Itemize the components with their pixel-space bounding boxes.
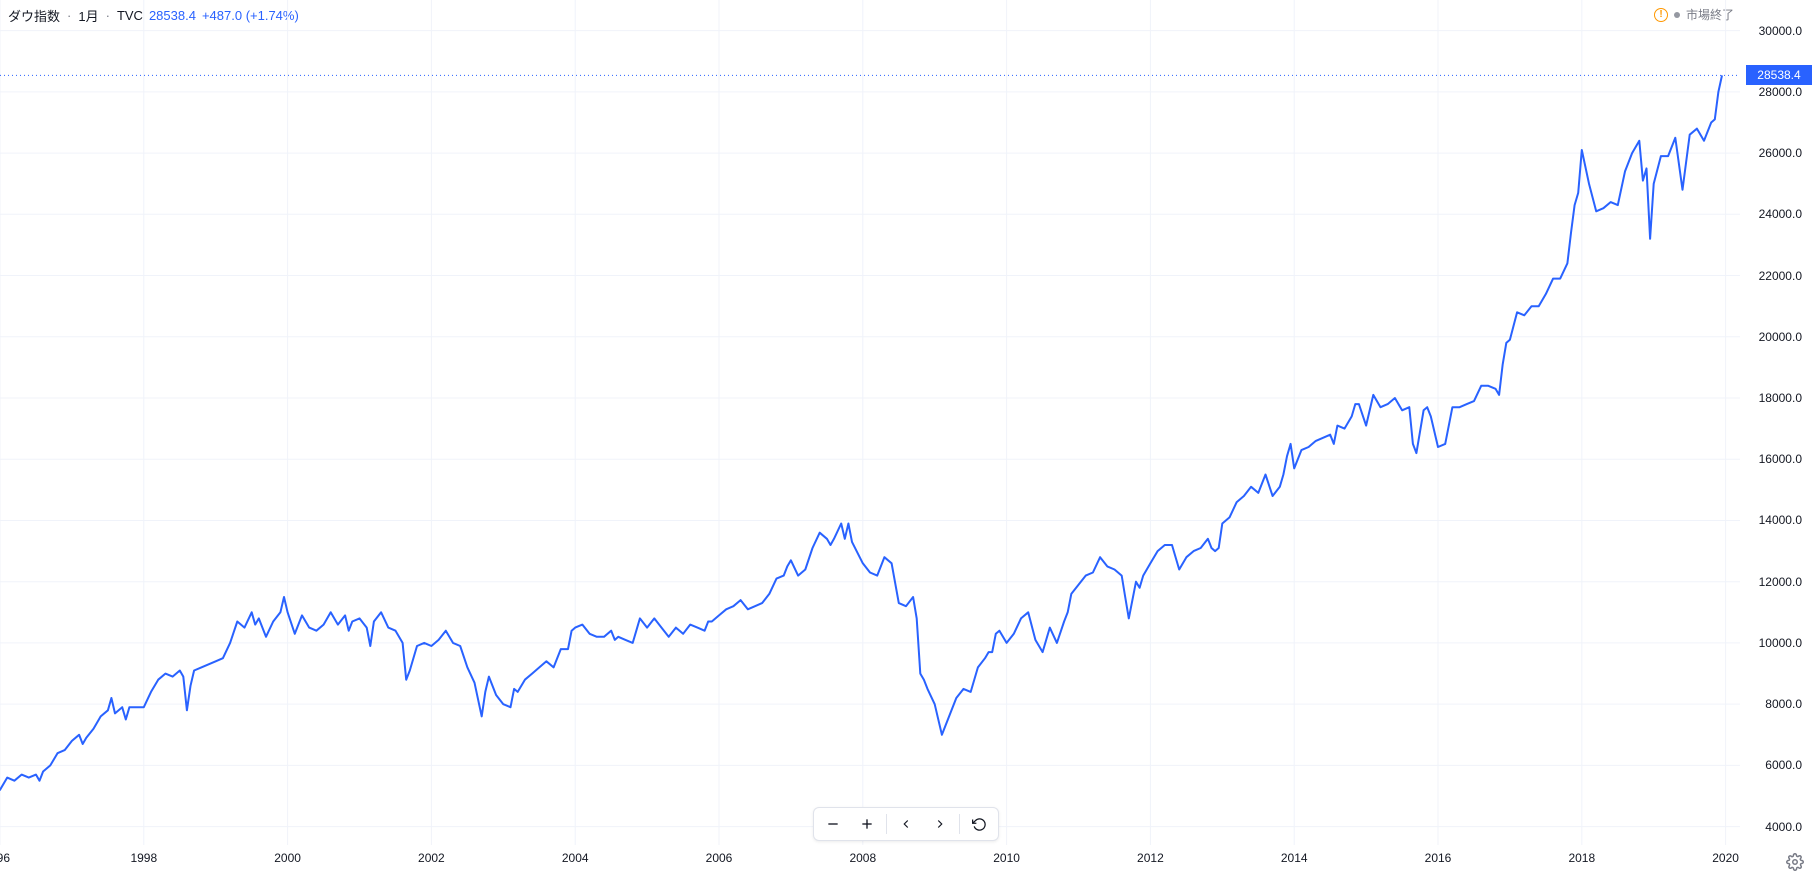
reset-button[interactable] — [962, 810, 996, 838]
x-tick-label: 1998 — [130, 851, 157, 865]
x-tick-label: 996 — [0, 851, 10, 865]
x-tick-label: 2012 — [1137, 851, 1164, 865]
x-tick-label: 2006 — [706, 851, 733, 865]
y-tick-label: 8000.0 — [1765, 697, 1802, 711]
scroll-left-button[interactable] — [889, 810, 923, 838]
x-tick-label: 2000 — [274, 851, 301, 865]
current-price-label: 28538.4 — [1746, 65, 1812, 85]
y-tick-label: 18000.0 — [1759, 391, 1802, 405]
y-tick-label: 10000.0 — [1759, 636, 1802, 650]
y-tick-label: 6000.0 — [1765, 758, 1802, 772]
scroll-right-button[interactable] — [923, 810, 957, 838]
x-axis[interactable]: 996 1998 2000 2002 2004 2006 2008 2010 2012 2014 2… — [0, 845, 1740, 877]
zoom-out-button[interactable] — [816, 810, 850, 838]
x-tick-label: 2002 — [418, 851, 445, 865]
chart-nav-toolbar — [813, 807, 999, 841]
x-tick-label: 2014 — [1281, 851, 1308, 865]
y-axis[interactable]: 4000.0 6000.0 8000.0 10000.0 12000.0 14000.0 1… — [1740, 0, 1812, 845]
y-tick-label: 4000.0 — [1765, 820, 1802, 834]
toolbar-separator — [959, 814, 960, 834]
y-tick-label: 26000.0 — [1759, 146, 1802, 160]
x-tick-label: 2010 — [993, 851, 1020, 865]
x-tick-label: 2018 — [1568, 851, 1595, 865]
chart-pane[interactable] — [0, 0, 1740, 845]
settings-gear-icon[interactable] — [1786, 853, 1804, 871]
x-tick-label: 2020 — [1712, 851, 1739, 865]
y-tick-label: 12000.0 — [1759, 575, 1802, 589]
y-tick-label: 24000.0 — [1759, 207, 1802, 221]
y-tick-label: 16000.0 — [1759, 452, 1802, 466]
chart-svg[interactable] — [0, 0, 1740, 845]
y-tick-label: 14000.0 — [1759, 513, 1802, 527]
zoom-in-button[interactable] — [850, 810, 884, 838]
x-tick-label: 2008 — [849, 851, 876, 865]
x-tick-label: 2016 — [1425, 851, 1452, 865]
y-tick-label: 30000.0 — [1759, 24, 1802, 38]
y-tick-label: 22000.0 — [1759, 269, 1802, 283]
y-tick-label: 28000.0 — [1759, 85, 1802, 99]
y-tick-label: 20000.0 — [1759, 330, 1802, 344]
x-tick-label: 2004 — [562, 851, 589, 865]
toolbar-separator — [886, 814, 887, 834]
